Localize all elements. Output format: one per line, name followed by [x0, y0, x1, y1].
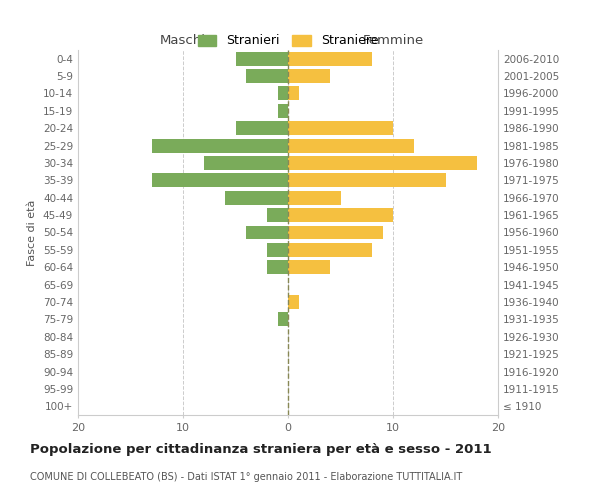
Text: Maschi: Maschi	[160, 34, 206, 46]
Bar	[267, 260, 288, 274]
Bar	[288, 208, 393, 222]
Bar	[277, 312, 288, 326]
Bar	[267, 243, 288, 257]
Bar	[288, 86, 299, 101]
Bar	[288, 191, 341, 204]
Text: Femmine: Femmine	[362, 34, 424, 46]
Bar	[288, 156, 477, 170]
Bar	[204, 156, 288, 170]
Y-axis label: Fasce di età: Fasce di età	[28, 200, 37, 266]
Bar	[288, 243, 372, 257]
Bar	[288, 138, 414, 152]
Bar	[246, 226, 288, 239]
Bar	[246, 69, 288, 83]
Bar	[288, 69, 330, 83]
Bar	[277, 86, 288, 101]
Bar	[288, 260, 330, 274]
Bar	[288, 174, 445, 188]
Bar	[151, 138, 288, 152]
Bar	[267, 208, 288, 222]
Bar	[235, 122, 288, 135]
Text: Popolazione per cittadinanza straniera per età e sesso - 2011: Popolazione per cittadinanza straniera p…	[30, 442, 491, 456]
Bar	[235, 52, 288, 66]
Bar	[288, 295, 299, 309]
Legend: Stranieri, Straniere: Stranieri, Straniere	[194, 30, 382, 51]
Bar	[151, 174, 288, 188]
Bar	[277, 104, 288, 118]
Bar	[288, 122, 393, 135]
Text: COMUNE DI COLLEBEATO (BS) - Dati ISTAT 1° gennaio 2011 - Elaborazione TUTTITALIA: COMUNE DI COLLEBEATO (BS) - Dati ISTAT 1…	[30, 472, 462, 482]
Bar	[225, 191, 288, 204]
Bar	[288, 52, 372, 66]
Bar	[288, 226, 383, 239]
